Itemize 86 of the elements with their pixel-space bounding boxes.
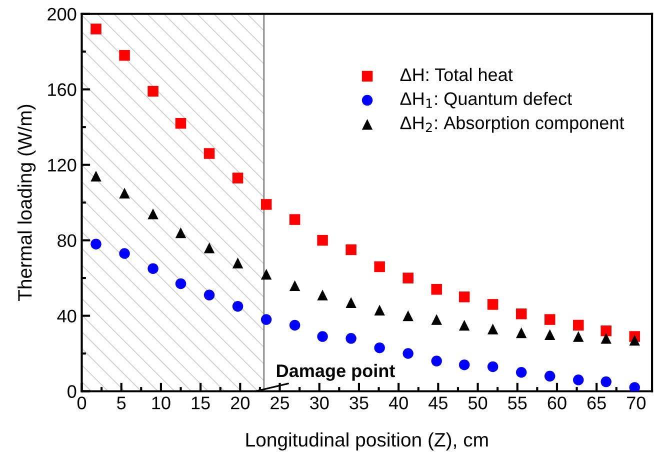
point (232, 172, 244, 184)
point (346, 244, 356, 256)
x-tick-label: 0 (77, 396, 86, 410)
point (431, 314, 442, 325)
point (629, 334, 640, 346)
point (289, 320, 300, 331)
point (317, 331, 328, 342)
point (204, 290, 215, 300)
point (175, 118, 186, 129)
point (402, 348, 414, 359)
point (629, 382, 640, 392)
point (431, 284, 442, 295)
point (431, 356, 442, 366)
point (544, 314, 556, 325)
y-tick-label: 40 (57, 310, 76, 322)
point (600, 376, 612, 388)
y-tick-label: 120 (48, 158, 76, 172)
point (260, 268, 272, 280)
point (600, 325, 612, 336)
point (572, 374, 584, 386)
point (204, 148, 215, 159)
point (148, 208, 158, 220)
point (204, 242, 215, 254)
point (544, 370, 556, 382)
x-tick-label: 40 (388, 396, 408, 410)
point (402, 310, 414, 322)
point (516, 366, 527, 378)
point (119, 50, 130, 61)
point (458, 320, 470, 331)
point (458, 359, 470, 370)
x-tick-label: 15 (192, 396, 210, 410)
point (260, 314, 272, 325)
point (374, 304, 385, 316)
point (346, 333, 356, 344)
annotation: Damage point (277, 364, 395, 381)
point (317, 234, 328, 246)
point (90, 238, 102, 250)
x-tick-label: 5 (117, 396, 126, 410)
y-tick-label: 0 (68, 385, 76, 398)
x-tick-label: 60 (548, 396, 566, 410)
point (260, 199, 272, 210)
x-tick-label: 30 (310, 396, 329, 410)
point (572, 331, 584, 342)
point (346, 297, 356, 308)
point (487, 361, 498, 372)
point (90, 170, 102, 182)
x-tick-label: 65 (587, 396, 606, 410)
y-tick-label: 200 (48, 8, 76, 21)
point (544, 329, 556, 340)
point (148, 86, 158, 97)
x-tick-label: 45 (428, 396, 448, 410)
legend-label: ΔH$_{2}$: Absorption component (400, 116, 624, 133)
point (600, 333, 612, 344)
x-tick-label: 25 (270, 396, 290, 410)
point (175, 278, 186, 290)
point (487, 299, 498, 310)
legend-label: ΔH: Total heat (400, 68, 513, 82)
point (516, 327, 527, 338)
point (289, 280, 300, 291)
point (148, 263, 158, 274)
point (289, 214, 300, 225)
point (119, 248, 130, 259)
x-tick-label: 35 (350, 396, 368, 410)
point (90, 24, 102, 34)
point (402, 272, 414, 284)
point (232, 300, 244, 312)
point (232, 258, 244, 268)
x-axis-title: Longitudinal position (Z), cm (246, 432, 488, 450)
point (317, 290, 328, 300)
point (374, 342, 385, 354)
x-tick-label: 50 (468, 396, 488, 410)
point (572, 320, 584, 331)
point (487, 324, 498, 334)
point (458, 292, 470, 302)
y-tick-label: 160 (48, 83, 76, 96)
x-tick-label: 70 (627, 396, 646, 410)
point (119, 188, 130, 199)
x-tick-label: 10 (152, 396, 170, 410)
point (374, 261, 385, 272)
x-tick-label: 20 (231, 396, 250, 410)
y-axis-title: Thermal loading (W/m) (18, 104, 36, 301)
point (175, 227, 186, 238)
y-tick-label: 80 (58, 234, 76, 248)
x-tick-label: 55 (508, 396, 527, 410)
legend-label: ΔH$_{1}$: Quantum defect (400, 92, 572, 108)
point (516, 308, 527, 320)
